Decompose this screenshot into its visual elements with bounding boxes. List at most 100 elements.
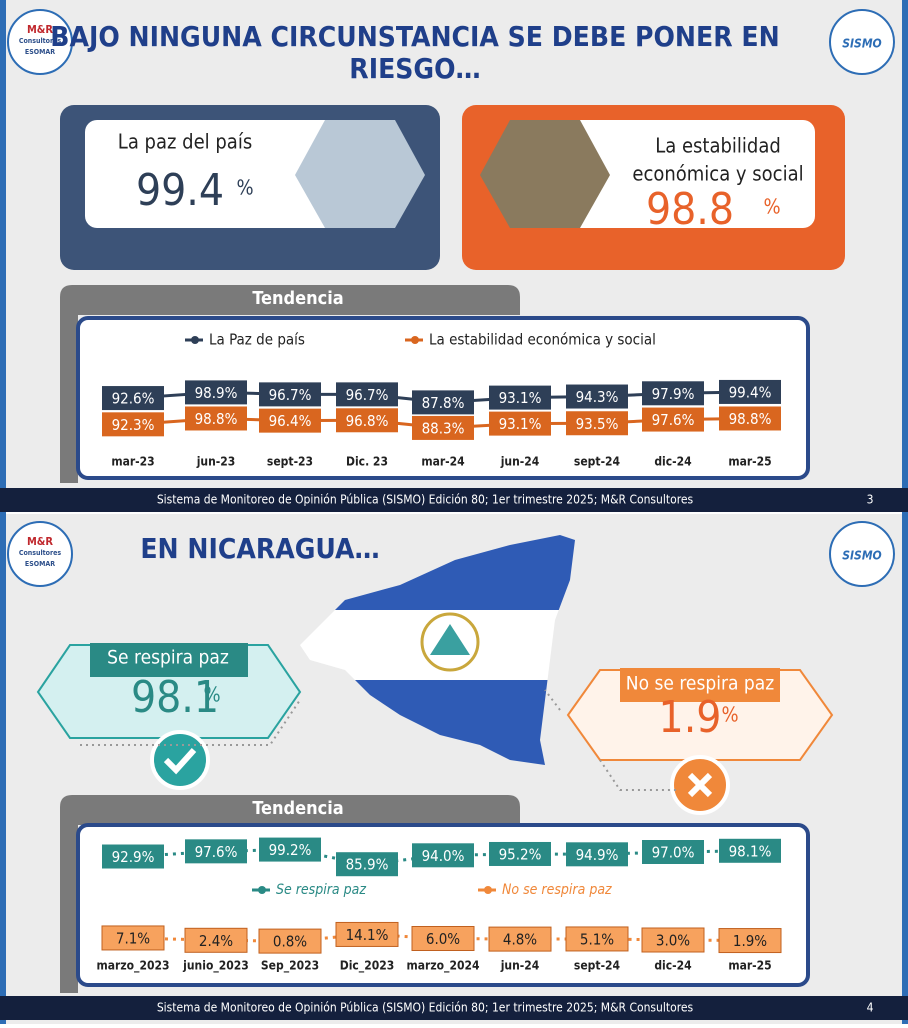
logo bbox=[829, 521, 895, 587]
footer-bar bbox=[0, 996, 908, 1020]
value-box bbox=[719, 406, 781, 431]
slide-title: RIESGO… bbox=[349, 52, 480, 85]
value-box bbox=[259, 382, 321, 407]
x-category: Sep_2023 bbox=[261, 959, 319, 974]
x-category: Dic. 23 bbox=[346, 455, 388, 469]
value-label: 94.9% bbox=[576, 846, 619, 864]
value-label: 95.2% bbox=[499, 845, 542, 863]
value-label: 97.9% bbox=[652, 385, 695, 403]
value-box bbox=[642, 381, 704, 406]
value-label: 93.5% bbox=[576, 415, 619, 433]
value-box bbox=[102, 412, 164, 437]
x-category: mar-24 bbox=[421, 455, 465, 469]
footer-text: Sistema de Monitoreo de Opinión Pública … bbox=[157, 1001, 694, 1015]
value-box bbox=[642, 407, 704, 432]
footer-bar bbox=[0, 488, 908, 512]
trend-side bbox=[60, 313, 78, 483]
value-label: 5.1% bbox=[580, 930, 614, 948]
value-label: 94.0% bbox=[422, 847, 465, 865]
card-label: Se respira paz bbox=[107, 647, 229, 669]
value-label: 92.9% bbox=[112, 848, 155, 866]
value-box bbox=[489, 385, 551, 410]
logo bbox=[7, 521, 73, 587]
value-box bbox=[488, 926, 552, 952]
value-label: 6.0% bbox=[426, 930, 460, 948]
x-category: mar-25 bbox=[728, 959, 771, 973]
check-icon bbox=[150, 730, 210, 790]
value-label: 98.8% bbox=[729, 410, 772, 428]
image bbox=[480, 120, 610, 228]
label-box bbox=[90, 643, 248, 677]
value-box bbox=[336, 382, 398, 407]
legend-label: La Paz de país bbox=[209, 331, 305, 349]
x-category: jun-24 bbox=[500, 959, 540, 973]
value-box bbox=[566, 384, 628, 409]
logo-text: M&R bbox=[27, 23, 53, 36]
value-label: 96.8% bbox=[346, 412, 389, 430]
x-category: jun-24 bbox=[500, 455, 540, 469]
value-box bbox=[641, 927, 705, 953]
legend-label: La estabilidad económica y social bbox=[429, 331, 656, 349]
value-label: 3.0% bbox=[656, 932, 690, 950]
value-box bbox=[335, 921, 399, 947]
slide-title: BAJO NINGUNA CIRCUNSTANCIA SE DEBE PONER… bbox=[50, 20, 779, 53]
value-label: 7.1% bbox=[116, 929, 150, 947]
logo-text: SISMO bbox=[842, 549, 882, 563]
value-box bbox=[412, 843, 474, 868]
value-label: 1.9% bbox=[733, 932, 767, 950]
slide-title: EN NICARAGUA… bbox=[140, 532, 379, 565]
value-label: 99.2% bbox=[269, 841, 312, 859]
legend-label: No se respira paz bbox=[502, 882, 612, 898]
value-box bbox=[258, 928, 322, 954]
value-label: 92.6% bbox=[112, 390, 155, 408]
x-category: marzo_2023 bbox=[96, 959, 169, 974]
value-box bbox=[719, 838, 781, 863]
x-category: dic-24 bbox=[654, 959, 692, 973]
value-box bbox=[185, 380, 247, 405]
value-box bbox=[336, 408, 398, 433]
card-value: 1.9 bbox=[659, 692, 722, 743]
value-label: 96.7% bbox=[269, 386, 312, 404]
value-label: 93.1% bbox=[499, 389, 542, 407]
card-value: 99.4 bbox=[136, 165, 224, 216]
image bbox=[295, 120, 425, 228]
logo bbox=[829, 9, 895, 75]
value-label: 87.8% bbox=[422, 394, 465, 412]
check-icon bbox=[163, 747, 197, 775]
value-label: 98.1% bbox=[729, 842, 772, 860]
x-category: mar-23 bbox=[111, 455, 154, 469]
legend-swatch bbox=[411, 336, 419, 344]
card-value: 98.1 bbox=[131, 672, 219, 723]
value-box bbox=[259, 408, 321, 433]
legend-swatch bbox=[191, 336, 199, 344]
value-label: 4.8% bbox=[503, 931, 537, 949]
value-box bbox=[259, 837, 321, 862]
value-label: 14.1% bbox=[346, 926, 389, 944]
page-number: 3 bbox=[867, 493, 874, 507]
value-box bbox=[489, 411, 551, 436]
legend-swatch bbox=[484, 886, 492, 894]
value-box bbox=[101, 925, 165, 951]
value-box bbox=[719, 379, 781, 404]
x-category: dic-24 bbox=[654, 455, 692, 469]
value-label: 2.4% bbox=[199, 932, 233, 950]
emblem bbox=[430, 624, 470, 655]
logo-text: M&R bbox=[27, 535, 53, 548]
value-box bbox=[102, 844, 164, 869]
trend-title: Tendencia bbox=[252, 288, 343, 309]
logo-text: Consultores bbox=[19, 549, 62, 557]
legend-swatch bbox=[258, 886, 266, 894]
x-category: Dic_2023 bbox=[340, 959, 395, 974]
value-box bbox=[185, 839, 247, 864]
x-category: jun-23 bbox=[196, 455, 236, 469]
logo-text: ESOMAR bbox=[25, 48, 55, 56]
value-label: 94.3% bbox=[576, 388, 619, 406]
page-number: 4 bbox=[867, 1001, 874, 1015]
card-label: No se respira paz bbox=[626, 673, 774, 695]
footer-text: Sistema de Monitoreo de Opinión Pública … bbox=[157, 493, 694, 507]
trend-title: Tendencia bbox=[252, 798, 343, 819]
x-category: mar-25 bbox=[728, 455, 771, 469]
card-value: 98.8 bbox=[646, 184, 734, 235]
value-box bbox=[411, 926, 475, 951]
card-unit: % bbox=[763, 195, 780, 219]
